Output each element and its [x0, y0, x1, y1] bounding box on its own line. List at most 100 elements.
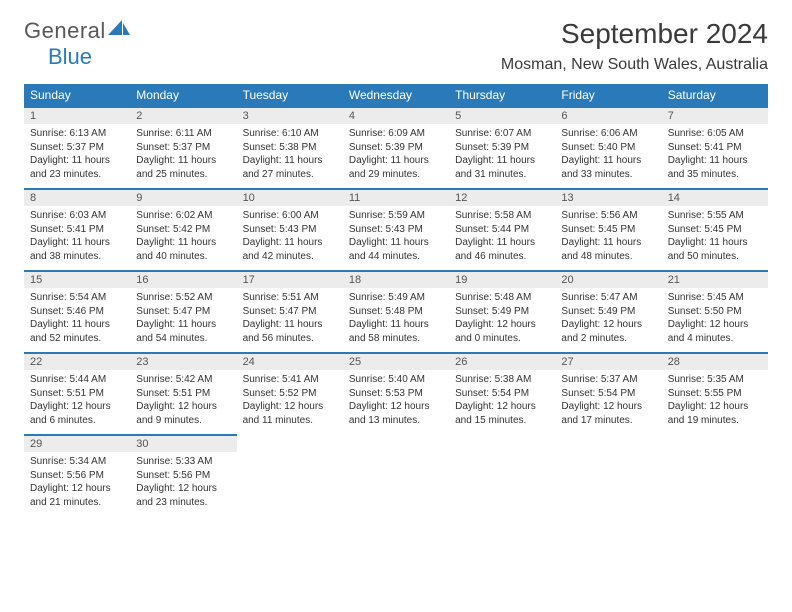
calendar-cell: 19Sunrise: 5:48 AMSunset: 5:49 PMDayligh…: [449, 270, 555, 352]
daylight-line2: and 2 minutes.: [561, 332, 655, 346]
daylight-line1: Daylight: 11 hours: [243, 318, 337, 332]
daylight-line2: and 58 minutes.: [349, 332, 443, 346]
calendar-week: 15Sunrise: 5:54 AMSunset: 5:46 PMDayligh…: [24, 270, 768, 352]
sunrise-text: Sunrise: 5:37 AM: [561, 373, 655, 387]
sunrise-text: Sunrise: 6:02 AM: [136, 209, 230, 223]
calendar-cell: ..: [555, 434, 661, 516]
daylight-line1: Daylight: 11 hours: [349, 154, 443, 168]
daylight-line2: and 35 minutes.: [668, 168, 762, 182]
daylight-line2: and 21 minutes.: [30, 496, 124, 510]
day-number: 9: [130, 188, 236, 206]
daylight-line1: Daylight: 12 hours: [668, 400, 762, 414]
daylight-line1: Daylight: 11 hours: [136, 318, 230, 332]
day-number: 28: [662, 352, 768, 370]
daylight-line1: Daylight: 12 hours: [30, 400, 124, 414]
day-details: Sunrise: 6:06 AMSunset: 5:40 PMDaylight:…: [555, 124, 661, 185]
day-details: Sunrise: 5:52 AMSunset: 5:47 PMDaylight:…: [130, 288, 236, 349]
calendar-cell: 24Sunrise: 5:41 AMSunset: 5:52 PMDayligh…: [237, 352, 343, 434]
day-details: Sunrise: 5:37 AMSunset: 5:54 PMDaylight:…: [555, 370, 661, 431]
calendar-week: 8Sunrise: 6:03 AMSunset: 5:41 PMDaylight…: [24, 188, 768, 270]
sunrise-text: Sunrise: 5:40 AM: [349, 373, 443, 387]
day-number: 22: [24, 352, 130, 370]
daylight-line1: Daylight: 11 hours: [243, 154, 337, 168]
calendar-table: SundayMondayTuesdayWednesdayThursdayFrid…: [24, 84, 768, 516]
calendar-cell: ..: [343, 434, 449, 516]
sunrise-text: Sunrise: 6:00 AM: [243, 209, 337, 223]
day-number: 21: [662, 270, 768, 288]
page-header: General September 2024 Mosman, New South…: [24, 18, 768, 74]
sunset-text: Sunset: 5:43 PM: [243, 223, 337, 237]
calendar-cell: 18Sunrise: 5:49 AMSunset: 5:48 PMDayligh…: [343, 270, 449, 352]
calendar-cell: 25Sunrise: 5:40 AMSunset: 5:53 PMDayligh…: [343, 352, 449, 434]
month-title: September 2024: [501, 18, 768, 50]
calendar-body: 1Sunrise: 6:13 AMSunset: 5:37 PMDaylight…: [24, 106, 768, 516]
daylight-line2: and 17 minutes.: [561, 414, 655, 428]
daylight-line1: Daylight: 12 hours: [561, 318, 655, 332]
daylight-line2: and 50 minutes.: [668, 250, 762, 264]
sail-icon: [108, 18, 132, 44]
day-details: Sunrise: 6:11 AMSunset: 5:37 PMDaylight:…: [130, 124, 236, 185]
sunrise-text: Sunrise: 6:06 AM: [561, 127, 655, 141]
day-details: Sunrise: 5:59 AMSunset: 5:43 PMDaylight:…: [343, 206, 449, 267]
calendar-cell: 22Sunrise: 5:44 AMSunset: 5:51 PMDayligh…: [24, 352, 130, 434]
sunset-text: Sunset: 5:43 PM: [349, 223, 443, 237]
day-details: Sunrise: 5:55 AMSunset: 5:45 PMDaylight:…: [662, 206, 768, 267]
sunset-text: Sunset: 5:45 PM: [561, 223, 655, 237]
calendar-week: 29Sunrise: 5:34 AMSunset: 5:56 PMDayligh…: [24, 434, 768, 516]
daylight-line2: and 15 minutes.: [455, 414, 549, 428]
day-details: Sunrise: 5:56 AMSunset: 5:45 PMDaylight:…: [555, 206, 661, 267]
sunset-text: Sunset: 5:50 PM: [668, 305, 762, 319]
daylight-line2: and 0 minutes.: [455, 332, 549, 346]
calendar-cell: 29Sunrise: 5:34 AMSunset: 5:56 PMDayligh…: [24, 434, 130, 516]
daylight-line2: and 44 minutes.: [349, 250, 443, 264]
calendar-cell: 27Sunrise: 5:37 AMSunset: 5:54 PMDayligh…: [555, 352, 661, 434]
sunrise-text: Sunrise: 6:03 AM: [30, 209, 124, 223]
day-details: Sunrise: 5:38 AMSunset: 5:54 PMDaylight:…: [449, 370, 555, 431]
daylight-line1: Daylight: 11 hours: [243, 236, 337, 250]
day-number: 14: [662, 188, 768, 206]
daylight-line1: Daylight: 11 hours: [668, 154, 762, 168]
brand-part1: General: [24, 18, 106, 44]
day-number: 11: [343, 188, 449, 206]
calendar-cell: 17Sunrise: 5:51 AMSunset: 5:47 PMDayligh…: [237, 270, 343, 352]
day-number: 18: [343, 270, 449, 288]
sunset-text: Sunset: 5:53 PM: [349, 387, 443, 401]
calendar-cell: 5Sunrise: 6:07 AMSunset: 5:39 PMDaylight…: [449, 106, 555, 188]
calendar-cell: 14Sunrise: 5:55 AMSunset: 5:45 PMDayligh…: [662, 188, 768, 270]
sunrise-text: Sunrise: 5:56 AM: [561, 209, 655, 223]
daylight-line1: Daylight: 11 hours: [455, 154, 549, 168]
day-details: Sunrise: 5:42 AMSunset: 5:51 PMDaylight:…: [130, 370, 236, 431]
calendar-cell: 15Sunrise: 5:54 AMSunset: 5:46 PMDayligh…: [24, 270, 130, 352]
daylight-line2: and 6 minutes.: [30, 414, 124, 428]
daylight-line1: Daylight: 12 hours: [561, 400, 655, 414]
sunset-text: Sunset: 5:51 PM: [30, 387, 124, 401]
day-details: Sunrise: 6:03 AMSunset: 5:41 PMDaylight:…: [24, 206, 130, 267]
sunrise-text: Sunrise: 5:34 AM: [30, 455, 124, 469]
day-number: 8: [24, 188, 130, 206]
calendar-cell: 8Sunrise: 6:03 AMSunset: 5:41 PMDaylight…: [24, 188, 130, 270]
daylight-line2: and 11 minutes.: [243, 414, 337, 428]
calendar-week: 1Sunrise: 6:13 AMSunset: 5:37 PMDaylight…: [24, 106, 768, 188]
sunrise-text: Sunrise: 5:45 AM: [668, 291, 762, 305]
sunrise-text: Sunrise: 5:52 AM: [136, 291, 230, 305]
daylight-line1: Daylight: 11 hours: [561, 154, 655, 168]
daylight-line2: and 56 minutes.: [243, 332, 337, 346]
daylight-line1: Daylight: 12 hours: [136, 400, 230, 414]
sunset-text: Sunset: 5:46 PM: [30, 305, 124, 319]
calendar-cell: 23Sunrise: 5:42 AMSunset: 5:51 PMDayligh…: [130, 352, 236, 434]
sunset-text: Sunset: 5:51 PM: [136, 387, 230, 401]
day-number: 24: [237, 352, 343, 370]
day-header: Wednesday: [343, 84, 449, 106]
sunset-text: Sunset: 5:47 PM: [243, 305, 337, 319]
calendar-cell: 7Sunrise: 6:05 AMSunset: 5:41 PMDaylight…: [662, 106, 768, 188]
sunset-text: Sunset: 5:55 PM: [668, 387, 762, 401]
calendar-head: SundayMondayTuesdayWednesdayThursdayFrid…: [24, 84, 768, 106]
daylight-line2: and 40 minutes.: [136, 250, 230, 264]
day-number: 19: [449, 270, 555, 288]
sunrise-text: Sunrise: 5:33 AM: [136, 455, 230, 469]
daylight-line1: Daylight: 12 hours: [455, 318, 549, 332]
title-block: September 2024 Mosman, New South Wales, …: [501, 18, 768, 74]
day-number: 10: [237, 188, 343, 206]
sunset-text: Sunset: 5:45 PM: [668, 223, 762, 237]
day-number: 20: [555, 270, 661, 288]
